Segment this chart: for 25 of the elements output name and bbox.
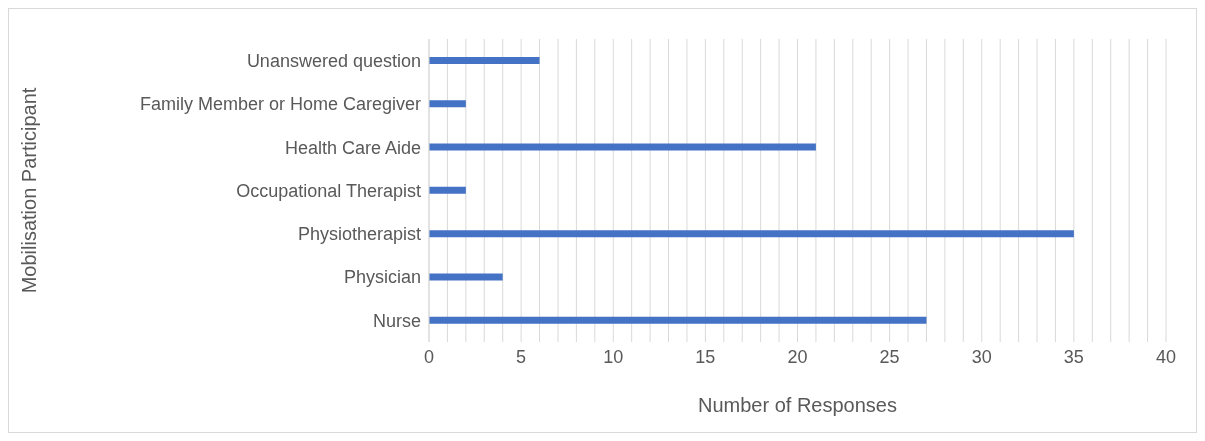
x-tick-label: 35 [1063,346,1084,367]
bar [429,316,927,324]
x-tick-label: 10 [603,346,624,367]
y-tick-label: Nurse [372,310,421,331]
x-tick-label: 15 [695,346,716,367]
y-tick-label: Occupational Therapist [236,180,421,201]
x-tick-label: 40 [1155,346,1177,367]
bar [429,100,466,108]
x-axis-title: Number of Responses [698,394,897,416]
y-tick-label: Family Member or Home Caregiver [139,94,421,115]
bar [429,273,503,281]
y-tick-label: Health Care Aide [284,137,421,158]
x-tick-label: 5 [516,346,527,367]
x-tick-label: 20 [787,346,808,367]
bar [429,186,466,194]
y-tick-label: Physician [343,267,421,288]
y-tick-label: Physiotherapist [297,224,421,245]
x-tick-label: 25 [879,346,900,367]
x-tick-label: 30 [971,346,992,367]
x-tick-label: 0 [423,346,435,367]
bar [429,57,540,64]
y-tick-label: Unanswered question [246,51,421,72]
y-axis-title: Mobilisation Participant [18,87,41,294]
bar [429,230,1074,238]
bar [429,143,816,151]
